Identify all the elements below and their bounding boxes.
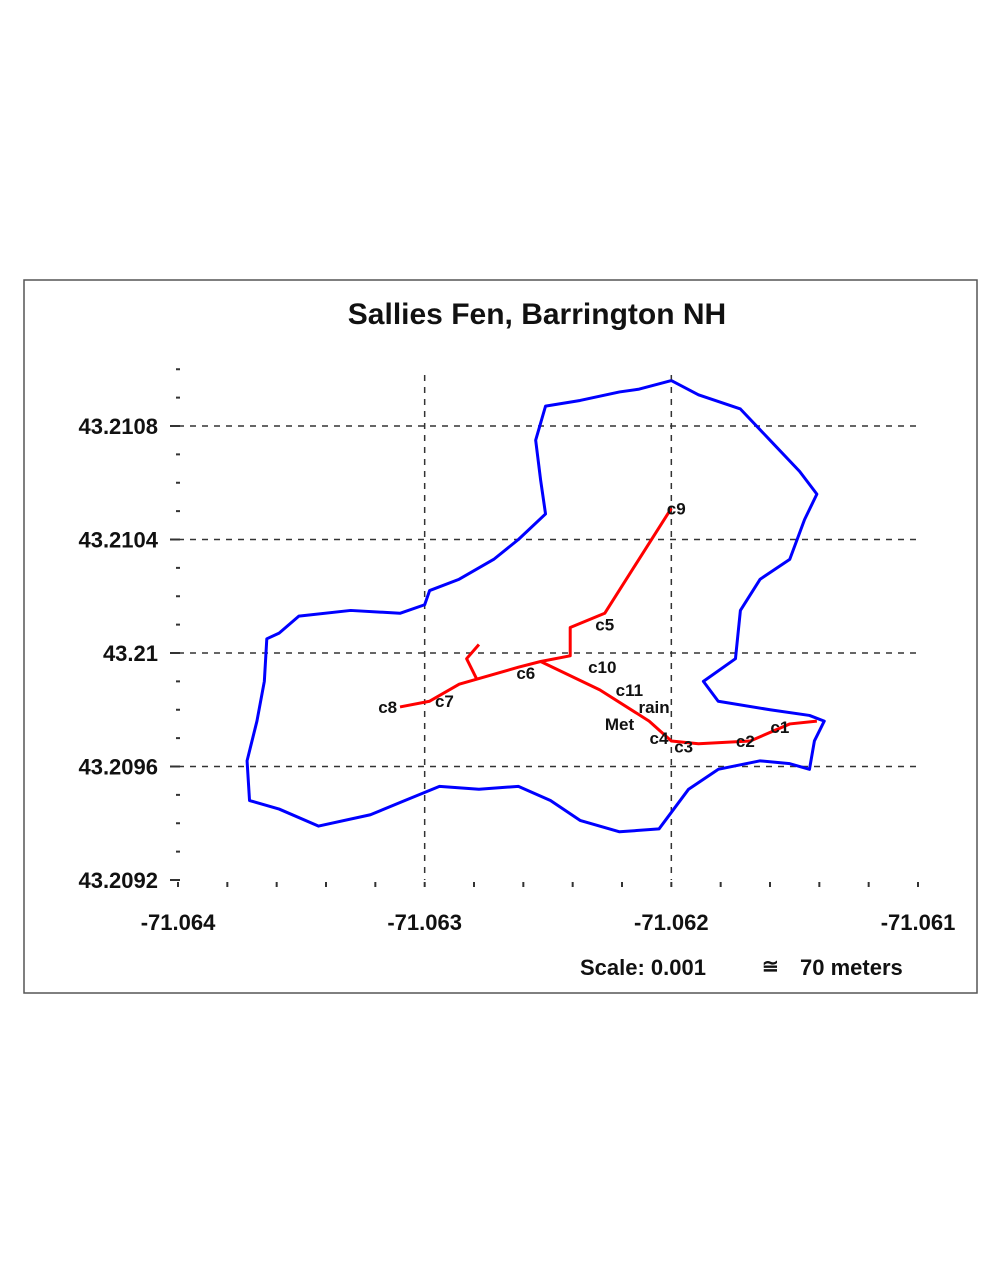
y-tick-label: 43.21 [103,641,158,666]
transect-line [465,643,481,680]
x-tick-label: -71.064 [141,910,216,935]
site-label-rain: rain [638,698,669,717]
site-label-c11: c11 [616,681,643,700]
site-label-Met: Met [605,715,635,734]
y-tick-label: 43.2096 [78,755,158,780]
y-tick-label: 43.2104 [78,528,158,553]
site-label-c1: c1 [770,718,789,737]
site-label-c6: c6 [516,664,535,683]
site-label-c3: c3 [674,738,693,757]
site-label-c4: c4 [650,729,669,748]
site-label-c9: c9 [667,499,686,518]
axis-ticks [170,368,919,887]
transects [399,507,818,746]
x-tick-labels: -71.064 -71.063 -71.062 -71.061 [141,910,956,935]
y-tick-label: 43.2108 [78,414,158,439]
scale-note: Scale: 0.001 ≅ 70 meters [580,955,903,980]
map-title: Sallies Fen, Barrington NH [348,298,726,331]
boundary-line [245,379,826,834]
y-tick-label: 43.2092 [78,868,158,893]
fen-boundary [245,379,826,834]
scale-value: 70 meters [800,955,903,980]
x-tick-label: -71.061 [881,910,956,935]
site-label-c5: c5 [595,616,614,635]
site-label-c7: c7 [435,692,454,711]
site-label-c2: c2 [736,732,755,751]
figure-frame [23,279,978,994]
site-label-c10: c10 [588,658,616,677]
scale-symbol: ≅ [762,956,779,978]
transect-line [539,660,818,746]
x-tick-label: -71.062 [634,910,709,935]
x-tick-label: -71.063 [387,910,462,935]
scale-label: Scale: 0.001 [580,955,706,980]
site-label-c8: c8 [378,698,397,717]
y-tick-labels: 43.2092 43.2096 43.21 43.2104 43.2108 [78,414,158,893]
